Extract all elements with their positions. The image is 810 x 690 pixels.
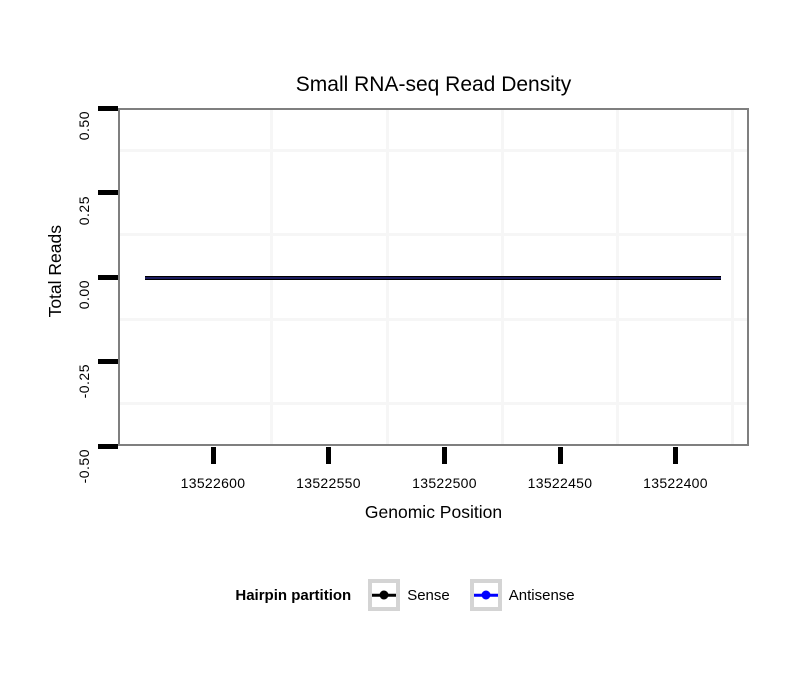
x-axis-title: Genomic Position [364,502,503,522]
x-axis-tick [442,447,447,464]
gridline-horizontal [120,317,747,321]
plot-title: Small RNA-seq Read Density [295,73,572,96]
x-axis-tick [557,447,563,464]
y-axis-tick [98,274,118,280]
x-tick-label: 13522500 [412,475,477,491]
gridline-horizontal [120,402,747,405]
y-tick-label: -0.50 [76,449,92,484]
legend-label-sense: Sense [407,586,450,604]
y-axis-title: Total Reads [45,225,65,318]
read-density-line-sense-antisense [145,276,721,281]
x-axis-tick [210,447,216,464]
x-axis-tick [326,447,331,464]
legend-key-antisense [469,579,502,611]
x-tick-label: 13522600 [180,475,246,491]
y-tick-label: 0.50 [76,111,92,141]
panel-border [118,108,749,446]
y-tick-label: 0.25 [76,196,92,226]
gridline-horizontal [120,148,747,152]
gridline-horizontal [120,233,747,236]
x-tick-label: 13522550 [296,475,361,491]
legend-key-sense [368,579,401,611]
y-axis-tick [98,359,118,364]
x-tick-label: 13522450 [527,475,593,491]
antisense-point-icon [481,590,491,600]
y-tick-label: -0.25 [76,364,92,399]
sense-point-icon [379,590,389,600]
gridline-vertical [730,110,734,444]
x-tick-label: 13522400 [643,475,708,491]
legend-title: Hairpin partition [235,586,352,604]
x-axis-tick [673,447,678,464]
y-axis-tick [98,105,118,111]
legend-label-antisense: Antisense [508,586,575,604]
y-axis-tick [98,190,118,195]
y-tick-label: 0.00 [76,280,92,310]
legend: Hairpin partition Sense Antisense [0,577,810,613]
y-axis-tick [98,443,118,449]
